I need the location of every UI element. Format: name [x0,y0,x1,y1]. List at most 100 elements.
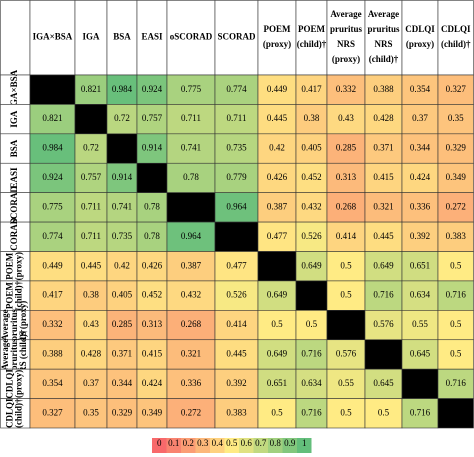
column-label: (proxy) [332,54,360,64]
cell-value: 0.5 [450,319,462,329]
legend-swatch [195,438,210,453]
heatmap-cell [326,104,366,135]
cell-value: 0.526 [301,231,322,241]
cell-value: 0.576 [373,319,394,329]
cell-value: 0.327 [42,407,63,417]
cell-value: 0.349 [446,172,467,182]
row-label-cell [0,398,31,429]
heatmap-cell [437,339,474,370]
cell-value: 0.354 [410,84,431,94]
cell-value: 0.321 [181,349,201,359]
cell-value: 0.42 [269,143,285,153]
heatmap-cell [74,339,108,370]
column-label: BSA [113,32,131,42]
heatmap-cell [29,74,76,105]
heatmap-cell [166,310,216,341]
cell-value: 0.452 [142,290,162,300]
row-label: (child)† [14,280,24,310]
legend-swatch [166,438,181,453]
legend-swatch [268,438,283,453]
heatmap-cell [295,104,328,135]
cell-value: 0.645 [410,349,431,359]
cell-value: 0.449 [267,84,288,94]
cell-value: 0.268 [336,201,357,211]
heatmap-cell [136,133,168,164]
cell-value: 0.645 [373,378,394,388]
cell-value: 0.417 [42,290,63,300]
legend-label: 0.5 [226,438,238,448]
cell-value: 0.313 [336,172,357,182]
heatmap-cell [136,280,168,311]
cell-value: 0.43 [83,319,99,329]
heatmap-cell [214,280,259,311]
heatmap-cell [437,398,474,429]
heatmap-cell [214,221,259,252]
cell-value: 0.37 [83,378,99,388]
cell-value: 0.35 [448,113,464,123]
row-label: (child)† [14,398,24,428]
cell-value: 0.716 [446,378,467,388]
cell-value: 0.37 [412,113,428,123]
heatmap-cell [106,398,138,429]
cell-value: 0.388 [373,84,394,94]
heatmap-cell [437,162,474,193]
row-label: SCORAD [9,217,19,256]
heatmap-cell [29,162,76,193]
heatmap-cell [106,162,138,193]
header-cell [295,0,328,76]
heatmap-cell [106,280,138,311]
heatmap-cell [401,162,439,193]
cell-value: 0.634 [410,290,431,300]
cell-value: 0.387 [267,201,288,211]
heatmap-cell [437,310,474,341]
heatmap-cell [74,398,108,429]
cell-value: 0.649 [267,290,288,300]
column-label: pruritus [367,24,400,34]
row-label: Average [0,309,10,340]
legend-swatch [224,438,239,453]
column-label: (proxy) [263,39,291,49]
heatmap-cell [166,133,216,164]
heatmap-cell [401,368,439,399]
cell-value: 0.774 [226,84,247,94]
heatmap-cell [326,310,366,341]
cell-value: 0.735 [112,231,133,241]
heatmap-cell [364,280,403,311]
cell-value: 0.35 [83,407,99,417]
heatmap-cell [29,339,76,370]
heatmap-cell [214,74,259,105]
heatmap-cell [364,251,403,282]
cell-value: 0.757 [142,113,163,123]
column-label: IGA×BSA [33,32,73,42]
heatmap-cell [364,133,403,164]
heatmap-cell [29,192,76,223]
cell-value: 0.344 [112,378,133,388]
cell-value: 0.5 [271,407,283,417]
heatmap-cell [257,162,297,193]
cell-value: 0.914 [142,143,163,153]
heatmap-cell [401,398,439,429]
heatmap-cell [136,221,168,252]
cell-value: 0.757 [81,172,102,182]
legend-label: 0.3 [197,438,209,448]
column-label: SCORAD [217,32,256,42]
heatmap-cell [214,310,259,341]
cell-value: 0.716 [410,407,431,417]
cell-value: 0.716 [373,290,394,300]
heatmap-cell [295,74,328,105]
cell-value: 0.38 [304,113,320,123]
row-label: Average [0,339,10,370]
heatmap-cell [364,162,403,193]
heatmap-cell [166,192,216,223]
heatmap-cell [74,368,108,399]
heatmap-cell [106,104,138,135]
cell-value: 0.779 [226,172,247,182]
legend-label: 1 [302,438,307,448]
row-label: CDLQI [5,398,15,428]
cell-value: 0.55 [412,319,428,329]
cell-value: 0.741 [181,143,201,153]
row-label: BSA [9,139,19,157]
row-label-cell [0,162,31,193]
heatmap-cell [257,221,297,252]
